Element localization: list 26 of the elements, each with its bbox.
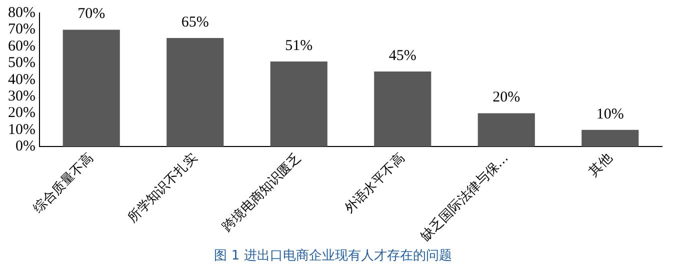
y-tick-label: 10% (8, 122, 36, 138)
x-tick-label: 其他 (586, 150, 616, 180)
data-label: 20% (492, 90, 520, 106)
bar (582, 130, 639, 147)
bar (374, 71, 432, 147)
x-tick-label: 跨境电商知识匮乏 (219, 150, 304, 235)
bar (62, 30, 120, 147)
data-label: 70% (78, 6, 106, 22)
bar (478, 113, 535, 147)
data-label: 65% (181, 14, 209, 30)
data-label: 45% (388, 48, 416, 64)
text: 图 1 进出口电商企业现有人才存在的问题 (214, 248, 452, 264)
x-tick-label: 所学知识不扎实 (125, 150, 200, 226)
x-tick-label: 外语水平不高 (341, 150, 408, 217)
bar (166, 38, 224, 147)
y-tick-label: 40% (8, 72, 36, 88)
data-label: 51% (285, 38, 313, 54)
y-tick-label: 30% (8, 88, 36, 104)
y-tick-label: 50% (8, 55, 36, 72)
y-tick-label: 60% (8, 38, 36, 54)
bar (270, 61, 328, 147)
x-tick-label: 缺乏国际法律与保… (418, 150, 512, 244)
y-tick-label: 70% (8, 22, 36, 38)
y-tick-label: 20% (8, 105, 36, 122)
data-label: 10% (596, 106, 624, 122)
y-tick-label: 80% (8, 4, 36, 21)
